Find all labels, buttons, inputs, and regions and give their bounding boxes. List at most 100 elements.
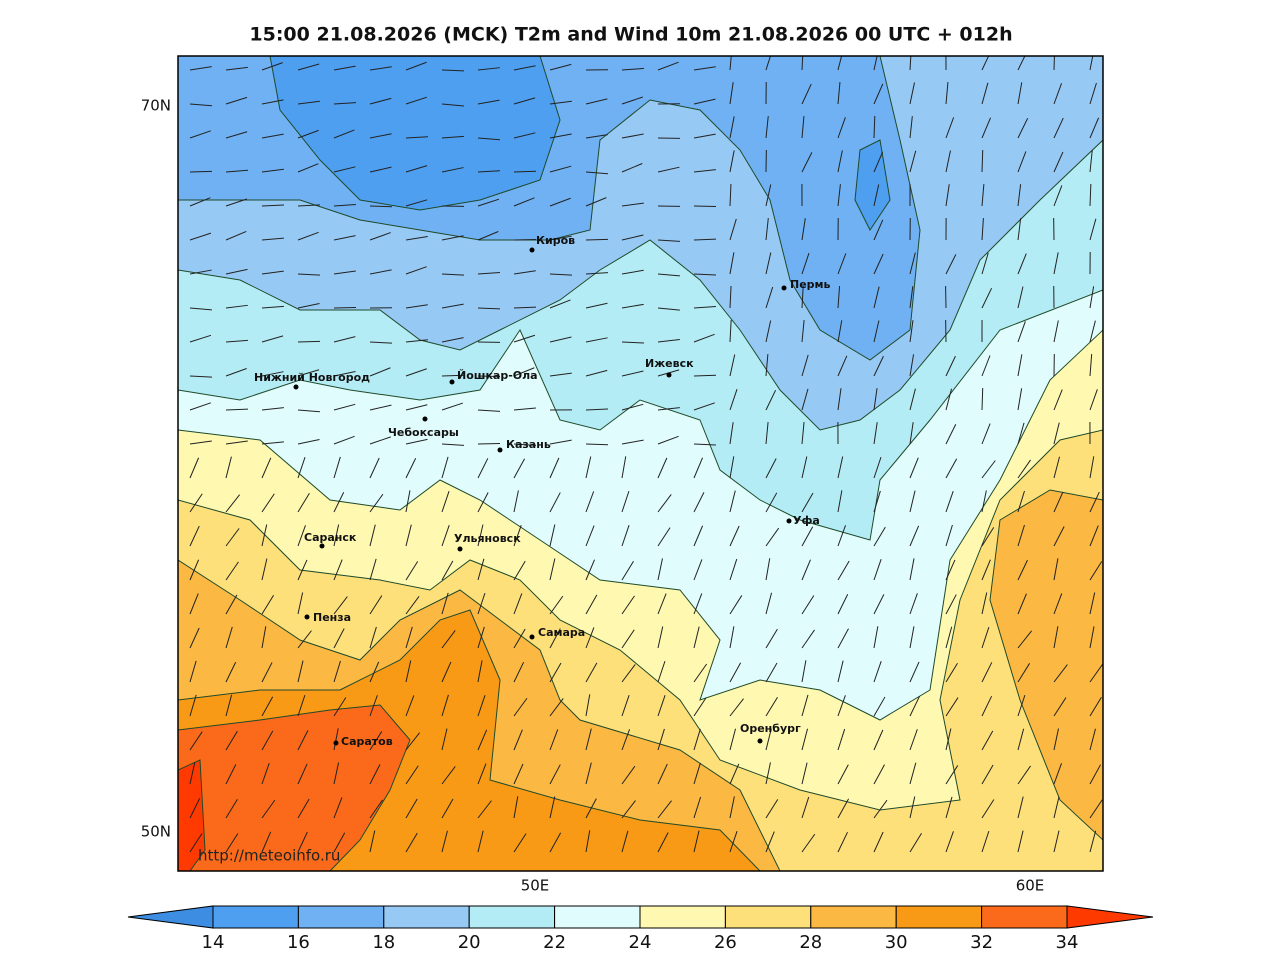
wind-barb <box>189 130 211 139</box>
wind-barb <box>405 165 428 173</box>
wind-barb <box>549 595 564 615</box>
wind-barb <box>225 662 237 683</box>
wind-barb <box>189 197 211 207</box>
wind-barb <box>765 184 772 207</box>
wind-barb <box>693 796 702 819</box>
colorbar-bin <box>297 905 385 929</box>
lat-label: 70N <box>141 97 171 115</box>
wind-barb <box>225 561 239 581</box>
wind-barb <box>441 374 465 377</box>
wind-barb <box>1053 185 1063 207</box>
wind-barb <box>657 660 666 683</box>
wind-barb <box>801 762 808 785</box>
wind-barb <box>981 592 988 615</box>
wind-barb <box>225 268 248 275</box>
wind-barb <box>477 592 486 615</box>
wind-barb <box>1017 663 1031 683</box>
wind-barb <box>837 798 850 819</box>
wind-barb <box>513 796 519 819</box>
wind-barb <box>909 422 914 445</box>
wind-barb <box>729 82 734 105</box>
wind-barb <box>945 765 959 785</box>
colorbar-label: 24 <box>629 932 652 953</box>
wind-barb <box>405 96 428 105</box>
wind-barb <box>189 269 212 275</box>
wind-barb <box>729 116 735 139</box>
wind-barb <box>729 150 735 173</box>
wind-barb <box>297 492 310 513</box>
wind-barb <box>225 66 248 71</box>
wind-barb <box>297 630 312 649</box>
city-label: Йошкар-Ола <box>457 369 538 382</box>
wind-barb <box>1017 151 1027 173</box>
wind-barb <box>945 662 958 683</box>
wind-barb <box>225 694 233 717</box>
wind-barb <box>513 306 537 309</box>
wind-barb <box>873 696 886 717</box>
wind-barb <box>369 493 384 513</box>
wind-barb <box>729 183 732 207</box>
wind-barb <box>189 660 197 683</box>
wind-barb <box>765 116 769 139</box>
wind-barb <box>261 99 284 105</box>
wind-barb <box>621 303 644 309</box>
wind-barb <box>261 626 267 649</box>
wind-barb <box>981 149 984 173</box>
wind-barb <box>369 695 378 717</box>
wind-barb <box>477 800 492 819</box>
colorbar-under <box>127 905 214 929</box>
wind-barb <box>873 559 882 581</box>
wind-barb <box>405 438 428 445</box>
wind-barb <box>1017 728 1025 751</box>
wind-barb <box>981 82 989 105</box>
wind-barb <box>873 594 885 615</box>
wind-barb <box>441 490 450 513</box>
wind-barb <box>1053 422 1060 445</box>
wind-barb <box>909 82 915 105</box>
wind-barb <box>513 833 527 853</box>
wind-barb <box>621 664 636 683</box>
wind-barb <box>693 593 703 615</box>
wind-barb <box>585 369 608 377</box>
wind-barb <box>1017 321 1026 343</box>
colorbar-label: 14 <box>202 932 225 953</box>
wind-barb <box>297 730 309 751</box>
wind-barb <box>225 169 248 173</box>
wind-barb <box>369 595 383 615</box>
wind-barb <box>765 628 778 649</box>
wind-barb <box>261 204 284 207</box>
wind-barb <box>657 239 680 242</box>
wind-barb <box>1089 320 1096 343</box>
wind-barb <box>729 422 734 445</box>
wind-barb <box>657 61 679 71</box>
wind-barb <box>585 662 598 683</box>
wind-barb <box>873 56 878 71</box>
wind-barb <box>801 116 805 139</box>
wind-barb <box>945 388 953 411</box>
wind-barb <box>729 796 735 819</box>
wind-barb <box>405 136 428 139</box>
wind-barb <box>693 457 704 479</box>
wind-barb <box>297 660 304 683</box>
wind-barb <box>477 458 489 479</box>
wind-barb <box>981 117 992 139</box>
wind-barb <box>621 729 631 751</box>
wind-barb <box>801 83 812 105</box>
wind-barb <box>981 730 994 751</box>
wind-barb <box>189 525 200 547</box>
city-label: Саратов <box>341 735 393 748</box>
wind-barb <box>1053 664 1068 683</box>
wind-barb <box>405 235 428 241</box>
wind-barb <box>693 169 716 173</box>
wind-barb <box>549 63 572 71</box>
wind-barb <box>261 662 273 683</box>
wind-barb <box>981 218 984 241</box>
wind-barb <box>441 694 449 717</box>
wind-barb <box>549 524 556 547</box>
wind-barb <box>441 135 464 139</box>
wind-barb <box>585 408 608 411</box>
wind-barb <box>945 831 954 853</box>
wind-barb <box>477 99 500 105</box>
wind-barb <box>513 443 536 446</box>
wind-barb <box>765 762 771 785</box>
